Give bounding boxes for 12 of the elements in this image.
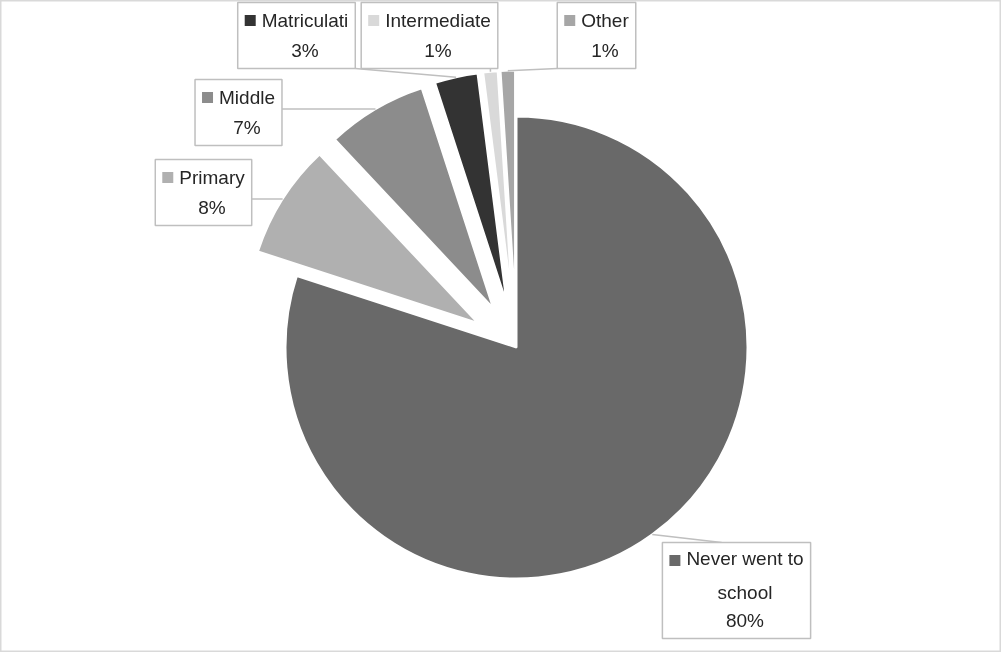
data-label: 1% [591, 40, 619, 61]
legend-label: Middle [219, 87, 275, 108]
legend-label: Matriculati [261, 10, 349, 31]
legend-label: Intermediate [385, 10, 491, 31]
data-label: 7% [233, 117, 261, 138]
legend-label: Primary [179, 167, 246, 188]
data-label: 1% [424, 40, 452, 61]
data-label: 3% [291, 40, 319, 61]
legend-label: Other [581, 10, 630, 31]
legend-label: Never went to school [686, 548, 804, 603]
data-label: 8% [198, 197, 226, 218]
data-label: 80% [725, 610, 765, 631]
